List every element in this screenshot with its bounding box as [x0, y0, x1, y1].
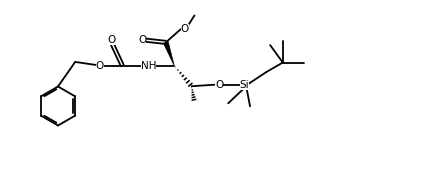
Text: Si: Si — [240, 80, 249, 90]
Text: O: O — [215, 80, 223, 90]
Text: O: O — [96, 61, 104, 70]
Text: NH: NH — [141, 61, 156, 70]
Polygon shape — [163, 42, 174, 66]
Text: O: O — [181, 24, 189, 34]
Text: O: O — [107, 35, 116, 45]
Text: O: O — [138, 35, 146, 45]
